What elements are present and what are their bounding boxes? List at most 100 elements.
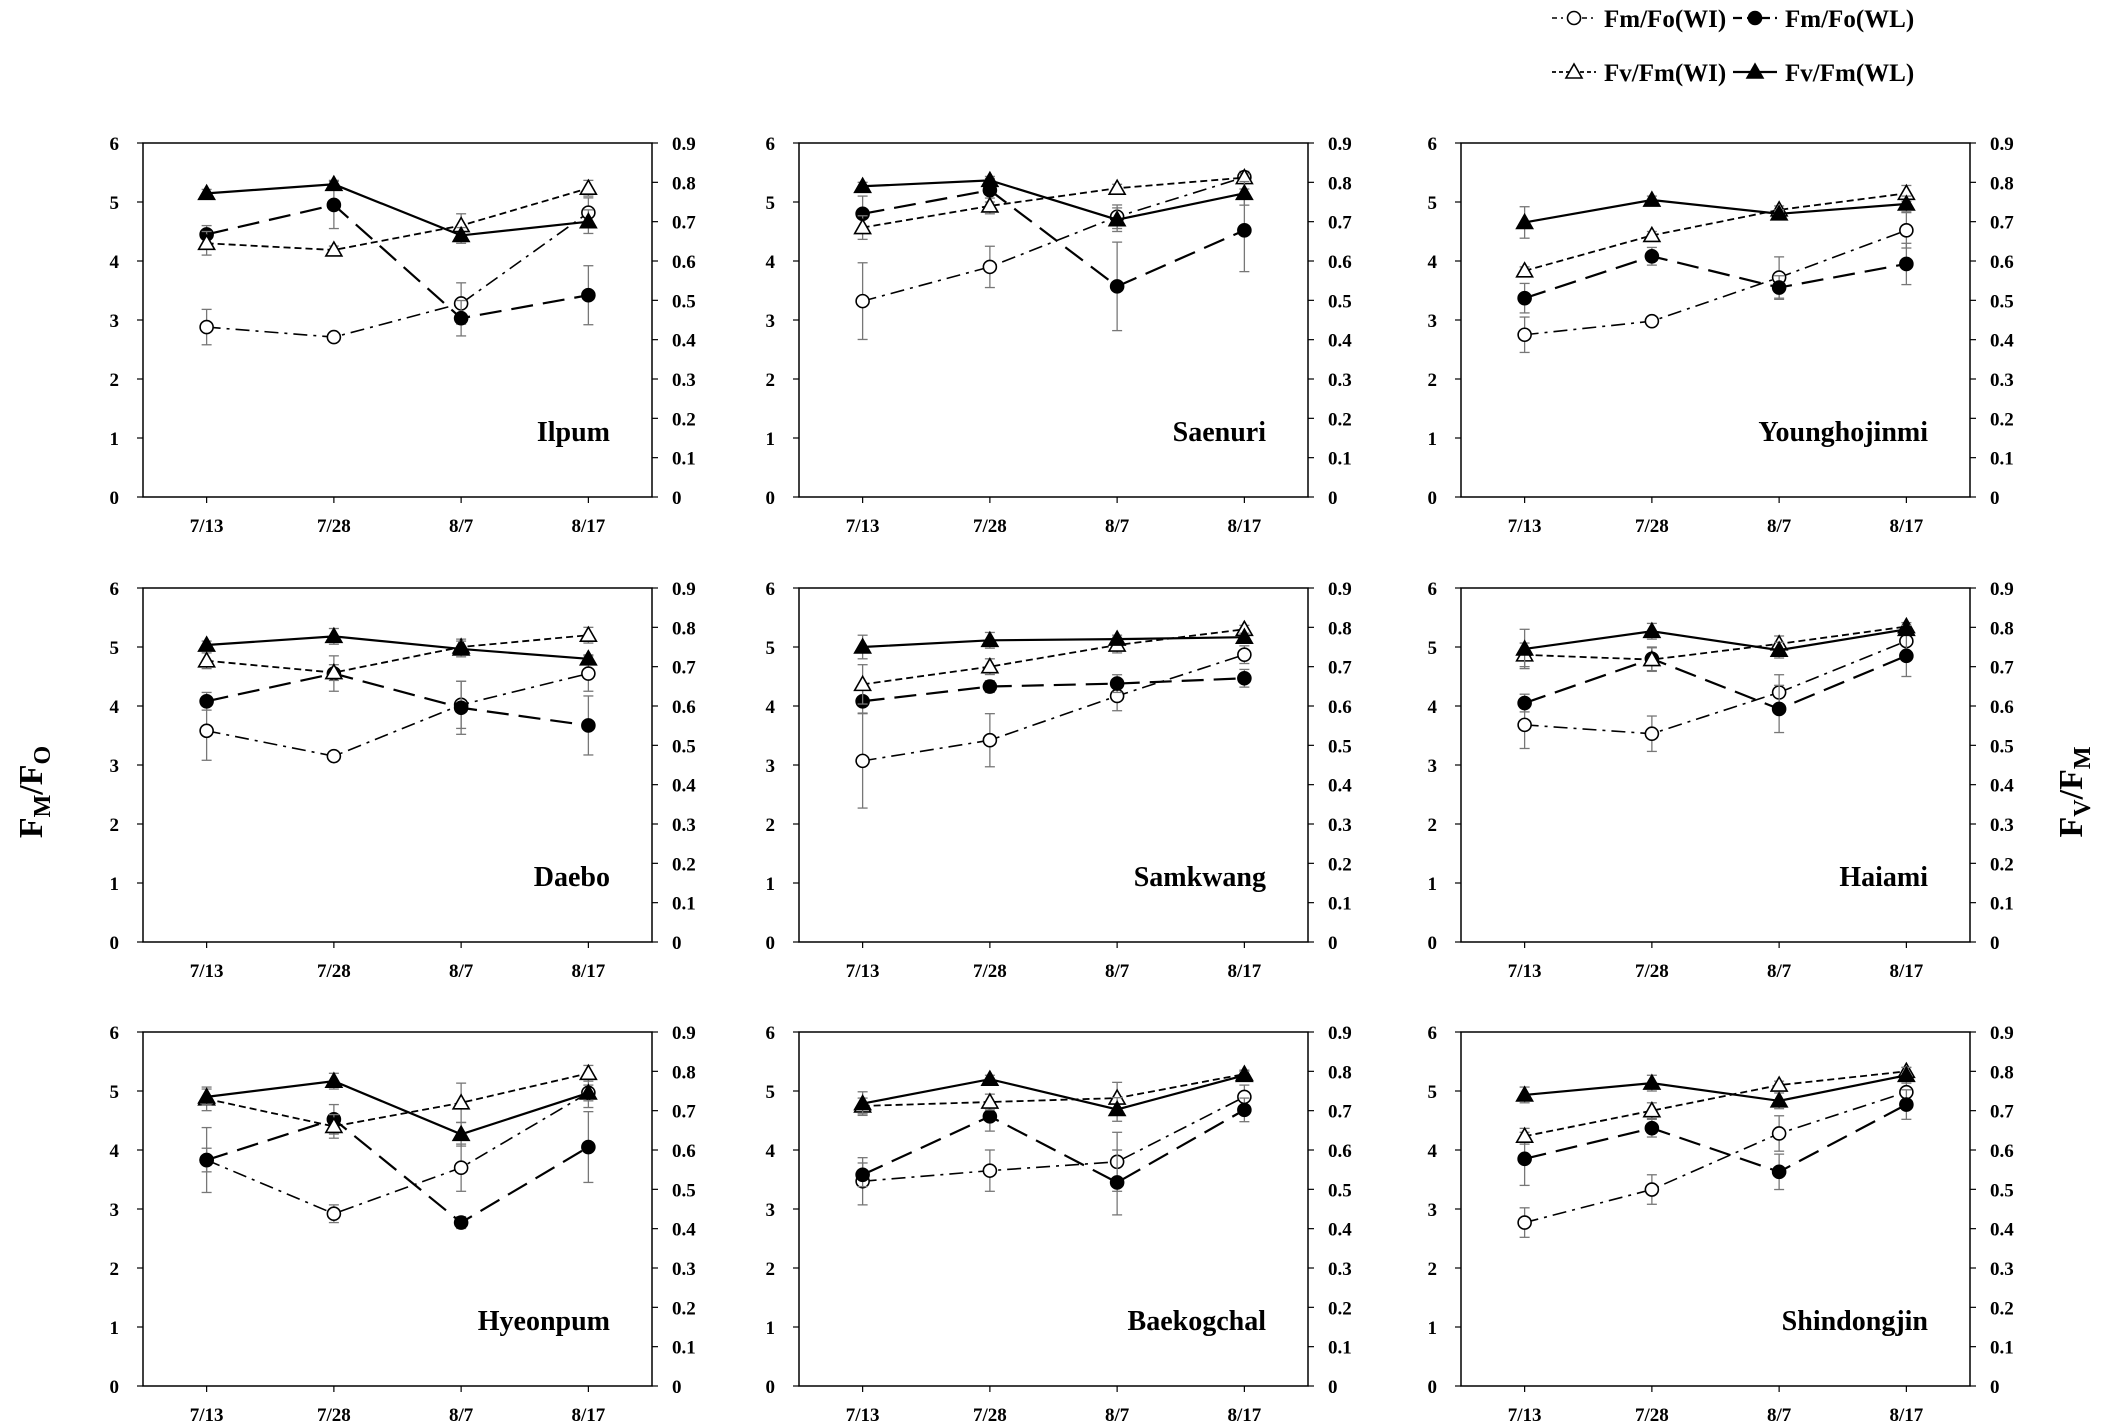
right-tick-label: 0.8 bbox=[1990, 173, 2014, 194]
series-fvfm-wl bbox=[1515, 1065, 1916, 1110]
x-tick-label: 8/17 bbox=[1227, 961, 1261, 982]
x-tick-label: 7/13 bbox=[1508, 1405, 1542, 1424]
right-tick-label: 0.9 bbox=[672, 579, 696, 600]
left-tick-label: 6 bbox=[1428, 134, 1438, 155]
left-tick-label: 5 bbox=[1428, 1082, 1438, 1103]
right-tick-label: 0.8 bbox=[1328, 618, 1352, 639]
series-line bbox=[1524, 198, 1907, 224]
data-point bbox=[982, 1109, 998, 1124]
left-tick-label: 1 bbox=[766, 429, 776, 450]
left-tick-label: 3 bbox=[110, 756, 120, 777]
series-fvfm-wl bbox=[853, 170, 1254, 233]
data-point bbox=[453, 1215, 469, 1230]
series-fvfm-wl bbox=[197, 1071, 598, 1147]
left-tick-label: 1 bbox=[110, 1318, 120, 1339]
data-point bbox=[1515, 261, 1535, 278]
series-line bbox=[206, 187, 589, 251]
series-line bbox=[206, 211, 589, 338]
left-tick-label: 4 bbox=[766, 252, 776, 273]
right-tick-label: 0.5 bbox=[1990, 736, 2014, 757]
right-tick-label: 0 bbox=[1328, 933, 1338, 954]
right-tick-label: 0.2 bbox=[1990, 854, 2014, 875]
data-point bbox=[197, 183, 217, 201]
data-point bbox=[1109, 676, 1125, 691]
left-tick-label: 5 bbox=[1428, 638, 1438, 659]
data-point bbox=[1237, 670, 1252, 686]
right-tick-label: 0.3 bbox=[672, 1259, 696, 1280]
right-tick-label: 0.4 bbox=[672, 1220, 696, 1241]
data-point bbox=[326, 329, 342, 345]
panel-younghojinmi: 0 1 2 3 4 5 6 0 0.1 0.2 0.3 0.4 0.5 0.6 0.7 0.8 0.9 7/13 7… bbox=[1428, 134, 2015, 537]
x-tick-label: 7/28 bbox=[1635, 1405, 1669, 1424]
legend-label: Fv/Fm(WL) bbox=[1785, 60, 1914, 87]
plot-frame bbox=[142, 142, 653, 498]
series-line bbox=[862, 176, 1245, 302]
data-point bbox=[1899, 256, 1914, 272]
right-tick-label: 0.6 bbox=[1990, 252, 2014, 273]
data-point bbox=[1896, 619, 1916, 637]
right-tick-label: 0 bbox=[1328, 1377, 1338, 1398]
legend-item-fmfo-wi: Fm/Fo(WI) bbox=[1552, 6, 1726, 33]
series-line bbox=[206, 1080, 589, 1136]
data-point bbox=[197, 1087, 217, 1104]
axis-title-sub: V bbox=[2070, 799, 2096, 817]
series-fmfo-wl bbox=[1517, 242, 1914, 314]
right-tick-label: 0 bbox=[1990, 933, 2000, 954]
data-point bbox=[326, 197, 342, 213]
data-point bbox=[1769, 1075, 1789, 1092]
right-tick-label: 0.7 bbox=[672, 658, 696, 679]
data-point bbox=[578, 1063, 598, 1081]
x-tick-label: 8/7 bbox=[449, 1405, 474, 1424]
data-point bbox=[578, 649, 598, 666]
left-tick-label: 3 bbox=[766, 756, 776, 777]
left-tick-label: 2 bbox=[1428, 815, 1438, 836]
data-point bbox=[1107, 178, 1127, 196]
series-line bbox=[862, 1074, 1245, 1111]
series-line bbox=[1524, 1070, 1907, 1138]
right-tick-label: 0.1 bbox=[672, 1338, 696, 1359]
panel-title: Haiami bbox=[1839, 862, 1928, 893]
right-tick-label: 0.7 bbox=[672, 1102, 696, 1123]
data-point bbox=[1771, 1164, 1787, 1180]
left-tick-label: 1 bbox=[766, 874, 776, 895]
axis-title-main: F bbox=[13, 817, 50, 838]
right-tick-label: 0 bbox=[672, 933, 682, 954]
data-point bbox=[1644, 1182, 1660, 1197]
left-tick-label: 1 bbox=[110, 429, 120, 450]
data-point bbox=[324, 626, 344, 644]
series-line bbox=[1524, 628, 1907, 652]
plot-frame bbox=[142, 1031, 653, 1387]
x-tick-label: 7/13 bbox=[190, 516, 224, 537]
x-tick-label: 7/28 bbox=[973, 961, 1007, 982]
right-tick-label: 0.2 bbox=[672, 854, 696, 875]
data-point bbox=[853, 176, 873, 194]
data-point bbox=[1644, 726, 1660, 742]
left-tick-label: 5 bbox=[110, 193, 120, 214]
data-point bbox=[980, 657, 1000, 674]
series-line bbox=[1524, 640, 1907, 735]
right-tick-label: 0.9 bbox=[1328, 579, 1352, 600]
series-line bbox=[862, 677, 1245, 703]
right-tick-label: 0.5 bbox=[672, 1180, 696, 1201]
x-tick-label: 7/13 bbox=[846, 516, 880, 537]
right-tick-label: 0.6 bbox=[672, 697, 696, 718]
data-point bbox=[1642, 621, 1662, 639]
data-point bbox=[581, 1139, 596, 1155]
right-tick-label: 0.2 bbox=[1328, 1298, 1352, 1319]
data-point bbox=[578, 1083, 598, 1100]
x-tick-label: 7/28 bbox=[317, 516, 351, 537]
right-tick-label: 0.6 bbox=[672, 1141, 696, 1162]
left-tick-label: 2 bbox=[110, 1259, 120, 1280]
right-tick-label: 0.6 bbox=[1328, 252, 1352, 273]
left-axis-title: FM/FO bbox=[13, 746, 56, 838]
left-tick-label: 4 bbox=[1428, 252, 1438, 273]
left-tick-label: 1 bbox=[1428, 874, 1438, 895]
x-tick-label: 8/17 bbox=[1227, 516, 1261, 537]
x-tick-label: 8/7 bbox=[1767, 961, 1792, 982]
series-line bbox=[862, 176, 1245, 229]
data-point bbox=[853, 637, 873, 654]
left-tick-label: 6 bbox=[766, 1023, 776, 1044]
panel-title: Samkwang bbox=[1134, 862, 1266, 893]
legend-item-fvfm-wi: Fv/Fm(WI) bbox=[1552, 60, 1726, 87]
series-line bbox=[206, 635, 589, 660]
